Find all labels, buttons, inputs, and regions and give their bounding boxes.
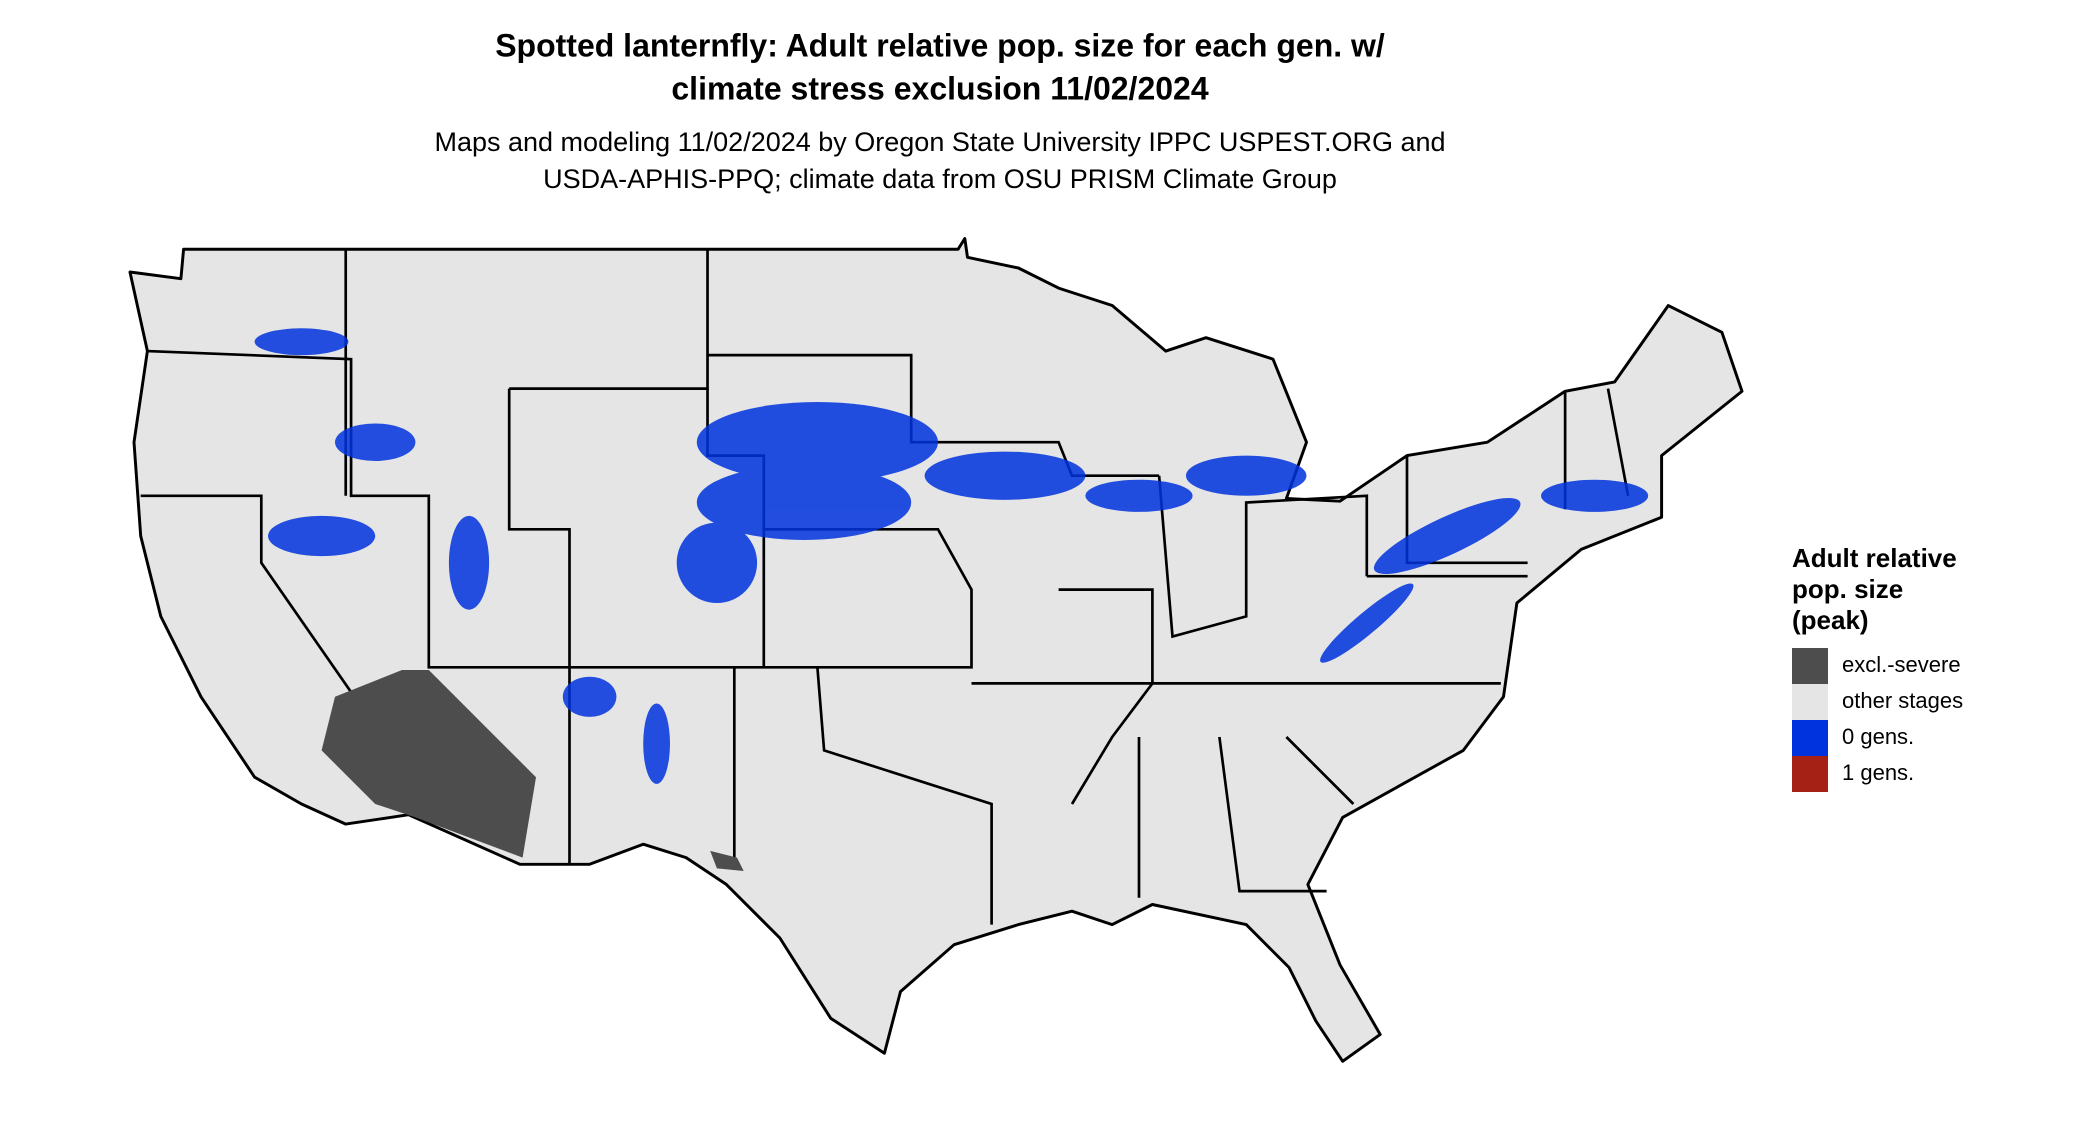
us-map <box>128 237 1744 1063</box>
legend-label: 1 gens. <box>1842 760 1914 785</box>
zero-gens-areas <box>254 328 1649 784</box>
subtitle: USDA-APHIS-PPQ; climate data from OSU PR… <box>543 164 1337 194</box>
legend-label: excl.-severe <box>1842 652 1961 677</box>
title: climate stress exclusion 11/02/2024 <box>671 70 1208 106</box>
subtitle: Maps and modeling 11/02/2024 by Oregon S… <box>434 127 1445 157</box>
legend-swatch <box>1792 720 1828 756</box>
legend-label: other stages <box>1842 688 1963 713</box>
legend-title: (peak) <box>1792 605 1869 635</box>
us-outline <box>128 237 1744 1063</box>
excluded-areas <box>321 670 744 871</box>
title: Spotted lanternfly: Adult relative pop. … <box>495 27 1385 63</box>
legend-label: 0 gens. <box>1842 724 1914 749</box>
legend-swatch <box>1792 684 1828 720</box>
legend-title: Adult relative <box>1792 543 1957 573</box>
legend-swatch <box>1792 648 1828 684</box>
legend-title: pop. size <box>1792 574 1903 604</box>
state-borders <box>140 249 1630 925</box>
legend-swatch <box>1792 756 1828 792</box>
